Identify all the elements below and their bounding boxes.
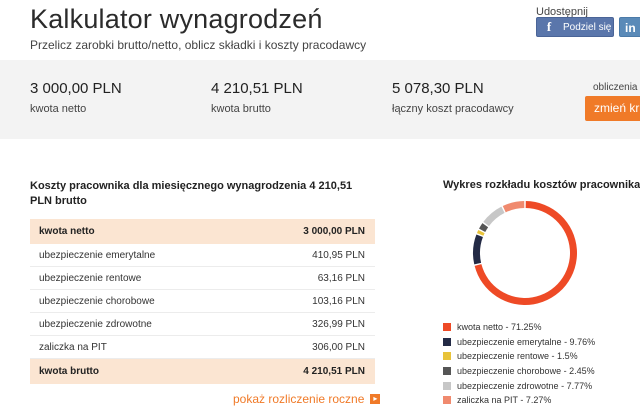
row-value: 63,16 PLN (317, 272, 365, 284)
donut-slice (479, 223, 489, 232)
facebook-share-label: Podziel się (563, 21, 612, 33)
legend-label: zaliczka na PIT - 7.27% (457, 395, 552, 406)
annual-settlement-link[interactable]: pokaż rozliczenie roczne ▸ (233, 392, 381, 406)
row-value: 4 210,51 PLN (303, 366, 365, 377)
legend-swatch (443, 396, 451, 405)
row-label: kwota brutto (39, 366, 99, 377)
summary-bar: 3 000,00 PLN kwota netto 4 210,51 PLN kw… (0, 60, 640, 139)
row-label: ubezpieczenie rentowe (39, 272, 142, 284)
row-value: 306,00 PLN (312, 341, 365, 353)
row-value: 410,95 PLN (312, 249, 365, 261)
donut-slice (502, 201, 525, 213)
change-button[interactable]: zmień kr (585, 96, 640, 121)
costs-title: Koszty pracownika dla miesięcznego wynag… (30, 180, 353, 207)
legend-label: ubezpieczenie emerytalne - 9.76% (457, 336, 596, 347)
donut-slice (476, 230, 485, 236)
donut-slice (473, 234, 483, 265)
legend-label: ubezpieczenie rentowe - 1.5% (457, 351, 578, 362)
koszt-value: 5 078,30 PLN (392, 80, 484, 97)
netto-label: kwota netto (30, 103, 87, 115)
table-row: ubezpieczenie rentowe 63,16 PLN (30, 267, 375, 290)
table-row: kwota brutto 4 210,51 PLN (30, 359, 375, 384)
row-label: zaliczka na PIT (39, 341, 107, 353)
facebook-icon: f (546, 19, 552, 34)
koszt-label: łączny koszt pracodawcy (392, 103, 514, 115)
legend-item: ubezpieczenie zdrowotne - 7.77% (443, 378, 595, 393)
page-title: Kalkulator wynagrodzeń (30, 4, 323, 34)
legend-label: kwota netto - 71.25% (457, 322, 542, 333)
row-value: 326,99 PLN (312, 318, 365, 330)
row-label: ubezpieczenie emerytalne (39, 249, 156, 261)
chart-title: Wykres rozkładu kosztów pracownika (443, 179, 640, 191)
summary-brutto: 4 210,51 PLN kwota brutto (211, 80, 303, 115)
netto-value: 3 000,00 PLN (30, 80, 122, 97)
table-row: kwota netto 3 000,00 PLN (30, 219, 375, 244)
costs-table: kwota netto 3 000,00 PLN ubezpieczenie eme… (30, 219, 375, 384)
share-label: Udostępnij (536, 6, 588, 18)
legend-label: ubezpieczenie zdrowotne - 7.77% (457, 380, 593, 391)
brutto-label: kwota brutto (211, 103, 271, 115)
row-label: ubezpieczenie chorobowe (39, 295, 155, 307)
summary-koszt: 5 078,30 PLN łączny koszt pracodawcy (392, 80, 514, 115)
row-label: kwota netto (39, 226, 95, 237)
legend-swatch (443, 337, 451, 346)
summary-netto: 3 000,00 PLN kwota netto (30, 80, 122, 115)
legend-item: kwota netto - 71.25% (443, 320, 595, 335)
facebook-share-button[interactable]: f Podziel się (536, 17, 614, 37)
legend-label: ubezpieczenie chorobowe - 2.45% (457, 366, 595, 377)
donut-chart (473, 201, 577, 305)
obliczenia-label: obliczenia (593, 82, 638, 93)
linkedin-share-button[interactable]: in (619, 17, 640, 37)
page-subtitle: Przelicz zarobki brutto/netto, oblicz sk… (30, 38, 367, 52)
table-row: ubezpieczenie chorobowe 103,16 PLN (30, 290, 375, 313)
row-value: 103,16 PLN (312, 295, 365, 307)
chart-legend: kwota netto - 71.25% ubezpieczenie emeryt… (443, 320, 595, 407)
annual-settlement-label: pokaż rozliczenie roczne (233, 392, 365, 406)
row-value: 3 000,00 PLN (303, 226, 365, 237)
legend-item: ubezpieczenie rentowe - 1.5% (443, 349, 595, 364)
legend-swatch (443, 381, 451, 390)
arrow-right-icon: ▸ (370, 394, 381, 404)
table-row: ubezpieczenie emerytalne 410,95 PLN (30, 244, 375, 267)
legend-swatch (443, 367, 451, 376)
legend-swatch (443, 352, 451, 361)
table-row: ubezpieczenie zdrowotne 326,99 PLN (30, 313, 375, 336)
row-label: ubezpieczenie zdrowotne (39, 318, 152, 330)
legend-swatch (443, 323, 451, 332)
legend-item: ubezpieczenie chorobowe - 2.45% (443, 364, 595, 379)
legend-item: ubezpieczenie emerytalne - 9.76% (443, 335, 595, 350)
legend-item: zaliczka na PIT - 7.27% (443, 393, 595, 407)
table-row: zaliczka na PIT 306,00 PLN (30, 336, 375, 359)
donut-slice (483, 206, 505, 227)
brutto-value: 4 210,51 PLN (211, 80, 303, 97)
